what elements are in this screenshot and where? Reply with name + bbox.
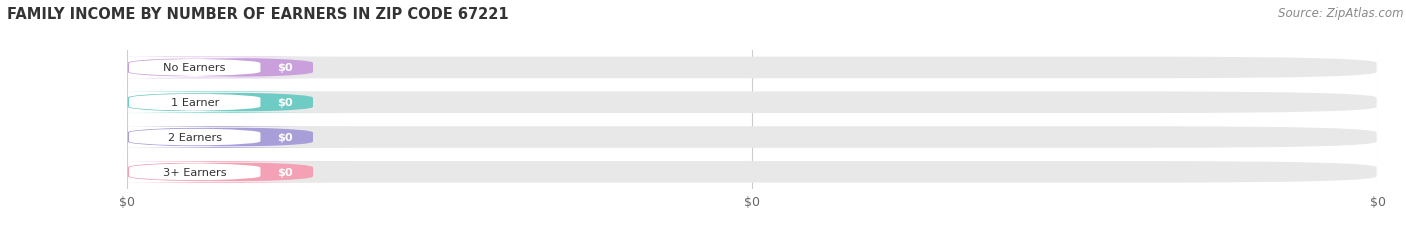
Text: Source: ZipAtlas.com: Source: ZipAtlas.com bbox=[1278, 7, 1403, 20]
Text: 2 Earners: 2 Earners bbox=[167, 132, 222, 143]
FancyBboxPatch shape bbox=[60, 93, 329, 112]
Text: FAMILY INCOME BY NUMBER OF EARNERS IN ZIP CODE 67221: FAMILY INCOME BY NUMBER OF EARNERS IN ZI… bbox=[7, 7, 509, 22]
FancyBboxPatch shape bbox=[60, 128, 329, 147]
Text: 1 Earner: 1 Earner bbox=[170, 98, 219, 108]
Text: $0: $0 bbox=[277, 63, 294, 73]
Text: $0: $0 bbox=[277, 132, 294, 143]
Text: $0: $0 bbox=[277, 98, 294, 108]
FancyBboxPatch shape bbox=[87, 57, 353, 79]
FancyBboxPatch shape bbox=[60, 162, 329, 182]
Text: $0: $0 bbox=[277, 167, 294, 177]
FancyBboxPatch shape bbox=[87, 127, 353, 148]
FancyBboxPatch shape bbox=[128, 127, 1376, 148]
FancyBboxPatch shape bbox=[60, 58, 329, 78]
FancyBboxPatch shape bbox=[128, 92, 1376, 113]
FancyBboxPatch shape bbox=[128, 161, 1376, 183]
Text: No Earners: No Earners bbox=[163, 63, 226, 73]
FancyBboxPatch shape bbox=[128, 57, 1376, 79]
Text: 3+ Earners: 3+ Earners bbox=[163, 167, 226, 177]
FancyBboxPatch shape bbox=[87, 161, 353, 183]
FancyBboxPatch shape bbox=[87, 92, 353, 113]
